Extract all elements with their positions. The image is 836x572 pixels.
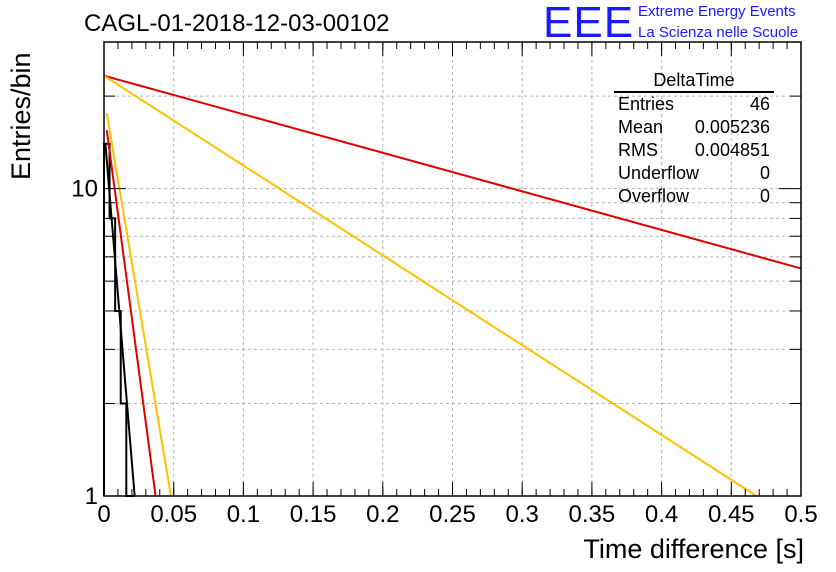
x-tick-label: 0.45 (708, 501, 755, 528)
fit-line (103, 74, 802, 270)
stats-value: 0.004851 (694, 140, 770, 160)
stats-label: Mean (618, 117, 664, 137)
stats-value: 0.005236 (694, 117, 770, 137)
stats-row-entries: Entries 46 (612, 93, 780, 116)
fit-line (103, 74, 757, 497)
fit-line (105, 130, 157, 497)
y-tick-label: 1 (85, 483, 98, 510)
x-tick-label: 0.35 (569, 501, 616, 528)
stats-row-mean: Mean 0.005236 (612, 116, 780, 139)
plot-title: CAGL-01-2018-12-03-00102 (84, 10, 390, 37)
axis-ticks (103, 41, 802, 497)
tick-labels: 0 0.05 0.1 0.15 0.2 0.25 0.3 0.35 0.4 0.45 0.5 1 10 (71, 176, 817, 528)
y-tick-label: 10 (71, 176, 98, 203)
y-axis-label: Entries/bin (6, 52, 36, 180)
eee-logo: EEE (543, 0, 635, 47)
x-tick-label: 0.1 (227, 501, 260, 528)
x-tick-label: 0.3 (506, 501, 539, 528)
x-tick-label: 0 (97, 501, 110, 528)
stats-value: 46 (749, 94, 770, 114)
logo-line-1: Extreme Energy Events (638, 3, 796, 20)
x-tick-label: 0.5 (784, 501, 817, 528)
stats-title: DeltaTime (614, 70, 774, 93)
stats-row-underflow: Underflow 0 (612, 162, 780, 185)
x-tick-label: 0.25 (429, 501, 476, 528)
x-tick-label: 0.15 (290, 501, 337, 528)
stats-value: 0 (759, 163, 770, 183)
stats-label: Entries (618, 94, 675, 114)
stats-row-overflow: Overflow 0 (612, 185, 780, 208)
stats-label: Overflow (618, 186, 690, 206)
x-axis-label: Time difference [s] (583, 534, 804, 564)
stats-label: Underflow (618, 163, 700, 183)
x-tick-label: 0.4 (645, 501, 678, 528)
logo-line-2: La Scienza nelle Scuole (638, 24, 799, 41)
stats-box: DeltaTime Entries 46 Mean 0.005236 RMS 0… (612, 70, 780, 208)
x-tick-label: 0.05 (150, 501, 197, 528)
stats-value: 0 (759, 186, 770, 206)
stats-label: RMS (618, 140, 658, 160)
fit-lines (103, 74, 802, 497)
fit-line (105, 113, 172, 497)
x-tick-label: 0.2 (366, 501, 399, 528)
stats-row-rms: RMS 0.004851 (612, 139, 780, 162)
